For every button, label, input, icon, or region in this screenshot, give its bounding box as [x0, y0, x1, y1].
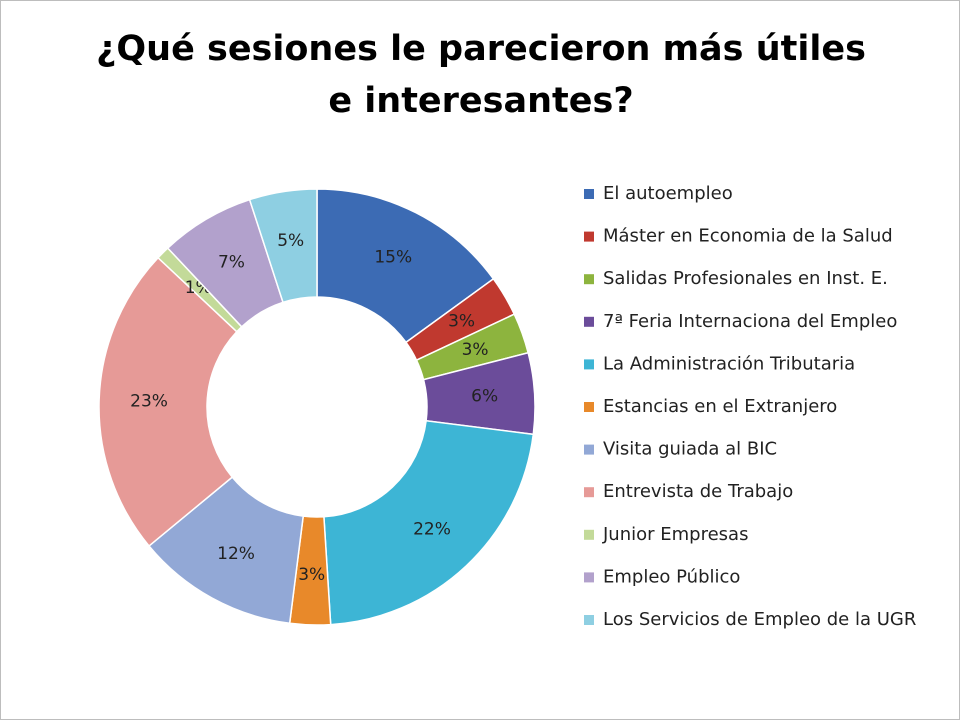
data-label: 12% [217, 544, 255, 564]
legend-marker [584, 529, 594, 540]
legend-label: Entrevista de Trabajo [603, 481, 793, 502]
chart-title: ¿Qué sesiones le parecieron más útiles e… [96, 29, 866, 121]
legend-label: Visita guiada al BIC [603, 439, 777, 460]
data-label: 7% [218, 252, 245, 272]
legend-marker [584, 444, 594, 455]
legend-label: Estancias en el Extranjero [603, 396, 837, 417]
legend-label: Empleo Público [603, 566, 740, 587]
legend-marker [584, 274, 594, 285]
donut-segment [248, 188, 318, 304]
donut-segment [316, 188, 495, 344]
legend-marker [584, 359, 594, 370]
data-label: 3% [298, 565, 325, 585]
legend-marker [584, 402, 594, 412]
legend-marker [584, 316, 594, 327]
legend-label: 7ª Feria Internaciona del Empleo [603, 311, 897, 332]
data-label: 22% [413, 519, 451, 539]
data-label: 15% [374, 247, 412, 267]
legend-marker [584, 189, 594, 199]
legend-marker [584, 615, 594, 625]
legend-label: El autoempleo [603, 183, 733, 204]
legend-label: Máster en Economia de la Salud [603, 226, 893, 247]
legend-label: La Administración Tributaria [603, 353, 855, 374]
donut-segment [98, 256, 238, 548]
legend-marker [584, 572, 594, 583]
legend-label: Salidas Profesionales en Inst. E. [603, 268, 888, 289]
legend-marker [584, 487, 594, 498]
data-label: 6% [471, 386, 498, 406]
data-label: 3% [448, 311, 475, 331]
legend-marker [584, 231, 594, 242]
data-label: 23% [130, 392, 168, 412]
data-label: 3% [462, 340, 489, 360]
legend-label: Los Servicios de Empleo de la UGR [603, 609, 916, 630]
data-label: 5% [277, 231, 304, 251]
donut-segment [323, 419, 535, 626]
legend-label: Junior Empresas [602, 524, 748, 545]
